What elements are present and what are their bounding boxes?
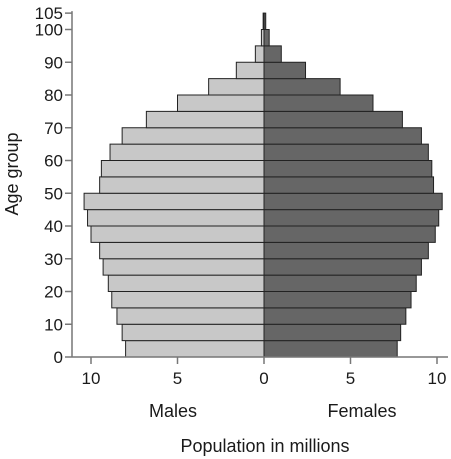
bar-females-70-74 bbox=[263, 110, 403, 129]
y-tick-label: 0 bbox=[54, 348, 63, 367]
bar-males-30-34 bbox=[99, 241, 265, 260]
y-tick-label: 10 bbox=[44, 315, 63, 334]
bar-males-40-44 bbox=[87, 209, 265, 227]
bar-females-100+ bbox=[263, 12, 267, 30]
females-bars bbox=[263, 12, 443, 358]
bar-females-15-19 bbox=[263, 291, 412, 309]
males-label: Males bbox=[149, 401, 197, 421]
bar-males-65-69 bbox=[121, 127, 265, 145]
y-tick-label: 30 bbox=[44, 250, 63, 269]
bar-males-15-19 bbox=[111, 291, 265, 309]
y-tick-label: 80 bbox=[44, 86, 63, 105]
bar-females-85-89 bbox=[263, 61, 307, 80]
bar-females-80-84 bbox=[263, 78, 341, 96]
bar-males-25-29 bbox=[102, 258, 265, 276]
y-axis-title: Age group bbox=[2, 132, 22, 215]
bar-females-40-44 bbox=[263, 209, 440, 227]
bar-females-55-59 bbox=[263, 160, 433, 178]
bar-females-90-94 bbox=[263, 45, 282, 63]
bar-males-0-4 bbox=[125, 340, 265, 358]
bar-males-50-54 bbox=[99, 176, 265, 194]
bar-females-5-9 bbox=[263, 323, 402, 342]
bar-females-50-54 bbox=[263, 176, 435, 194]
bar-males-75-79 bbox=[177, 94, 265, 112]
bar-males-20-24 bbox=[107, 274, 265, 292]
x-axis-title: Population in millions bbox=[180, 436, 349, 456]
bar-females-95-99 bbox=[263, 29, 270, 47]
bar-males-5-9 bbox=[121, 323, 265, 342]
bar-females-30-34 bbox=[263, 241, 429, 260]
females-label: Females bbox=[327, 401, 396, 421]
bar-females-20-24 bbox=[263, 274, 417, 292]
y-tick-label: 70 bbox=[44, 119, 63, 138]
bar-females-10-14 bbox=[263, 307, 407, 325]
y-tick-label: 105 bbox=[35, 4, 63, 23]
y-tick-label: 20 bbox=[44, 283, 63, 302]
bar-females-0-4 bbox=[263, 340, 398, 358]
x-tick-label: 10 bbox=[82, 369, 101, 388]
bar-females-75-79 bbox=[263, 94, 374, 112]
x-tick-label: 5 bbox=[346, 369, 355, 388]
bar-males-85-89 bbox=[235, 61, 265, 80]
x-tick-label: 10 bbox=[428, 369, 447, 388]
bar-males-45-49 bbox=[83, 192, 265, 211]
y-tick-label: 40 bbox=[44, 217, 63, 236]
bar-males-55-59 bbox=[100, 160, 265, 178]
y-tick-label: 90 bbox=[44, 53, 63, 72]
y-tick-label: 60 bbox=[44, 152, 63, 171]
bar-females-60-64 bbox=[263, 143, 429, 161]
x-tick-label: 0 bbox=[259, 369, 268, 388]
bar-females-35-39 bbox=[263, 225, 436, 243]
bar-females-25-29 bbox=[263, 258, 422, 276]
bar-males-60-64 bbox=[109, 143, 265, 161]
bar-females-45-49 bbox=[263, 192, 443, 211]
bar-males-70-74 bbox=[145, 110, 265, 129]
y-tick-label: 100 bbox=[35, 21, 63, 40]
x-tick-label: 5 bbox=[173, 369, 182, 388]
y-tick-label: 50 bbox=[44, 184, 63, 203]
bar-males-10-14 bbox=[116, 307, 265, 325]
bar-males-35-39 bbox=[90, 225, 265, 243]
bar-males-90-94 bbox=[254, 45, 265, 63]
males-bars bbox=[83, 12, 265, 358]
bar-females-65-69 bbox=[263, 127, 422, 145]
axes bbox=[71, 11, 448, 358]
bar-males-80-84 bbox=[208, 78, 265, 96]
